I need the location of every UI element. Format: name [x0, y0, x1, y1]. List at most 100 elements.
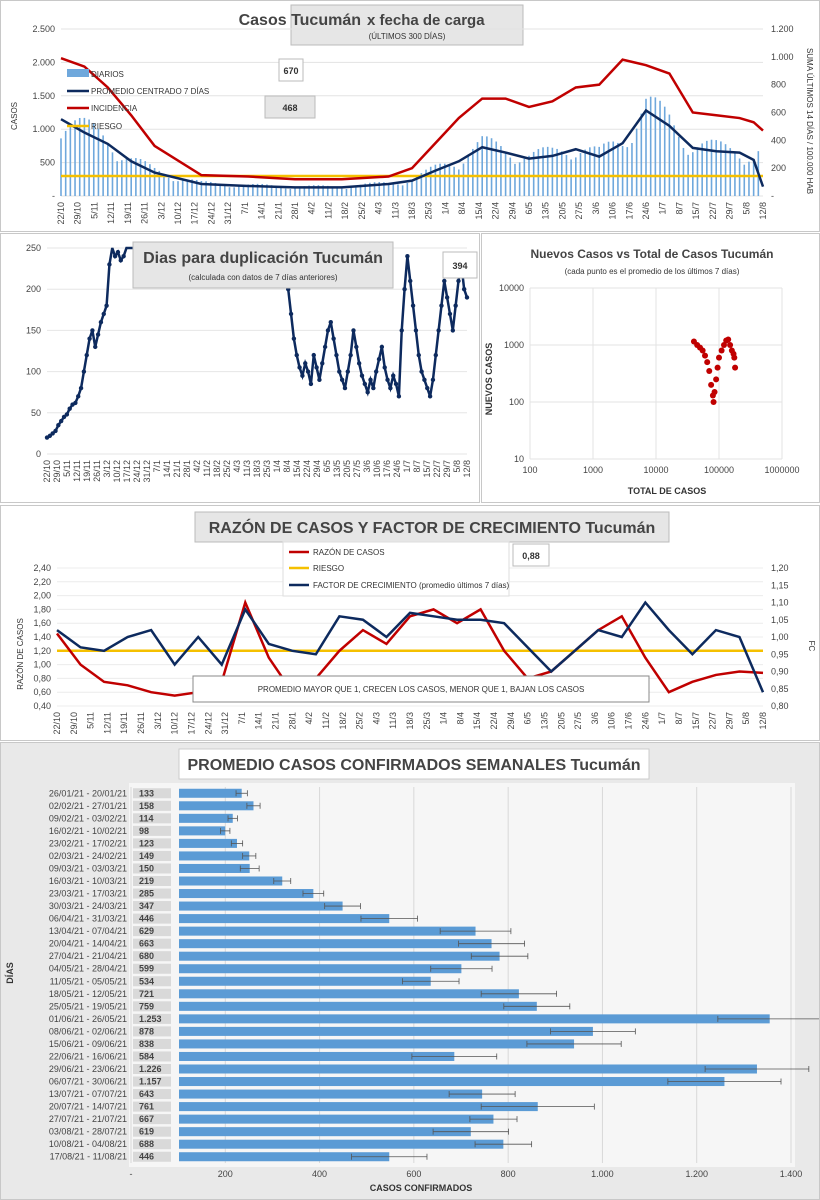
casos-daily-bar — [186, 179, 189, 196]
razon-y2-tick: 0,80 — [771, 701, 789, 711]
casos-x-tick: 18/2 — [340, 202, 350, 220]
casos-x-tick: 12/11 — [106, 202, 116, 224]
razon-x-tick: 15/7 — [691, 712, 701, 730]
casos-daily-bar — [261, 184, 264, 196]
duplicacion-x-tick: 5/11 — [62, 460, 72, 477]
casos-daily-bar — [373, 182, 376, 196]
duplicacion-point — [311, 352, 316, 358]
chart-panel-razon: RAZÓN DE CASOS Y FACTOR DE CRECIMIENTO T… — [0, 505, 820, 741]
scatter-x-tick: 1000 — [583, 465, 603, 475]
duplicacion-point — [359, 373, 365, 378]
casos-daily-bar — [397, 184, 399, 196]
casos-daily-bar — [701, 143, 703, 196]
semanal-x-ticks: - 200 400 600 800 1.000 1.200 1.400 — [130, 1169, 803, 1179]
razon-x-tick: 5/8 — [741, 712, 751, 725]
semanal-category-label: 27/07/21 - 21/07/21 — [49, 1114, 127, 1124]
semanal-category-label: 01/06/21 - 26/05/21 — [49, 1014, 127, 1024]
duplicacion-point — [334, 352, 339, 358]
duplicacion-y-tick: 250 — [26, 243, 41, 253]
duplicacion-y-tick: 200 — [26, 284, 41, 294]
semanal-value-label: 133 — [139, 788, 154, 798]
casos-x-tick: 15/4 — [474, 202, 484, 220]
duplicacion-point — [388, 385, 393, 391]
duplicacion-point — [427, 394, 433, 399]
casos-x-tick: 22/10 — [56, 202, 66, 225]
semanal-value-label: 123 — [139, 838, 154, 848]
razon-x-tick: 21/1 — [271, 712, 281, 730]
semanal-value-label: 446 — [139, 914, 154, 924]
casos-daily-bar — [514, 163, 516, 196]
casos-daily-bar — [298, 186, 301, 196]
duplicacion-x-tick: 4/3 — [232, 460, 242, 473]
semanal-category-label: 26/01/21 - 20/01/21 — [49, 788, 127, 798]
duplicacion-x-tick: 27/5 — [352, 460, 362, 478]
casos-x-tick: 21/1 — [273, 202, 283, 220]
annotation-promedio: 468 — [282, 103, 297, 113]
razon-annotation: 0,88 — [522, 551, 540, 561]
duplicacion-y-ticks: 0 50 100 150 200 250 — [26, 243, 41, 459]
semanal-x-tick: 400 — [312, 1169, 327, 1179]
semanal-value-bg — [133, 813, 171, 824]
casos-y2-tick: 600 — [771, 108, 786, 118]
casos-legend: DIARIOS PROMEDIO CENTRADO 7 DÍAS INCIDEN… — [67, 69, 209, 131]
annotation-promedio-box — [264, 95, 316, 119]
semanal-value-label: 584 — [139, 1051, 154, 1061]
casos-x-tick: 3/12 — [156, 202, 166, 220]
duplicacion-x-tick: 11/3 — [242, 460, 252, 477]
duplicacion-point — [84, 352, 89, 358]
semanal-category-label: 08/06/21 - 02/06/21 — [49, 1026, 127, 1036]
duplicacion-annotation-box — [442, 251, 478, 279]
casos-subtitle: (ÚLTIMOS 300 DÍAS) — [369, 32, 446, 41]
scatter-point — [725, 336, 732, 343]
duplicacion-point — [447, 311, 453, 317]
semanal-value-bg — [133, 850, 171, 861]
casos-daily-bar — [448, 164, 451, 196]
duplicacion-title: Dias para duplicación Tucumán — [143, 250, 383, 267]
semanal-bar — [179, 1039, 575, 1049]
casos-daily-bar — [378, 182, 381, 196]
duplicacion-point — [356, 361, 362, 366]
razon-legend-box — [282, 541, 510, 597]
semanal-title: PROMEDIO CASOS CONFIRMADOS SEMANALES Tuc… — [187, 757, 640, 774]
casos-x-tick: 29/4 — [507, 202, 517, 220]
casos-daily-bar — [621, 145, 624, 196]
duplicacion-point — [371, 385, 376, 391]
casos-daily-bar — [692, 152, 694, 196]
casos-title: Casos Tucumán — [239, 12, 361, 29]
duplicacion-x-tick: 14/1 — [162, 460, 172, 478]
semanal-value-bg — [133, 901, 171, 912]
semanal-bar — [179, 813, 233, 823]
casos-y2-tick: 1.200 — [771, 24, 794, 34]
scatter-point — [714, 364, 721, 371]
razon-x-tick: 12/8 — [758, 712, 768, 730]
casos-daily-bar — [434, 164, 437, 196]
semanal-value-label: 1.253 — [139, 1014, 162, 1024]
duplicacion-x-tick: 15/4 — [292, 460, 302, 478]
razon-x-tick: 24/12 — [203, 712, 213, 735]
duplicacion-point — [402, 287, 407, 292]
casos-daily-bar — [504, 151, 507, 196]
duplicacion-x-tick: 24/6 — [392, 460, 402, 478]
semanal-category-label: 16/03/21 - 10/03/21 — [49, 876, 127, 886]
casos-daily-bar — [537, 149, 540, 196]
semanal-bar — [179, 914, 390, 924]
duplicacion-point — [365, 390, 370, 395]
razon-x-tick: 24/6 — [640, 712, 650, 730]
semanal-category-label: 11/05/21 - 05/05/21 — [50, 976, 127, 986]
casos-daily-bar — [406, 182, 409, 196]
casos-x-ticks: 22/10 29/10 5/11 12/11 19/11 26/11 3/12 10/12 17… — [56, 202, 768, 225]
casos-x-tick: 28/1 — [290, 202, 300, 220]
scatter-x-tick: 100 — [522, 465, 537, 475]
casos-daily-bar — [177, 181, 179, 196]
razon-y2-tick: 1,00 — [771, 632, 789, 642]
razon-x-tick: 22/10 — [52, 712, 62, 735]
duplicacion-x-tick: 17/6 — [382, 460, 392, 478]
duplicacion-x-tick: 31/12 — [142, 460, 152, 483]
razon-x-tick: 7/1 — [237, 712, 247, 725]
razon-footnote-box — [192, 675, 650, 703]
casos-daily-bar — [280, 187, 282, 196]
razon-x-tick: 17/12 — [186, 712, 196, 735]
scatter-y-tick: 10 — [514, 454, 524, 464]
duplicacion-point — [107, 262, 112, 267]
casos-daily-bar — [607, 141, 610, 196]
